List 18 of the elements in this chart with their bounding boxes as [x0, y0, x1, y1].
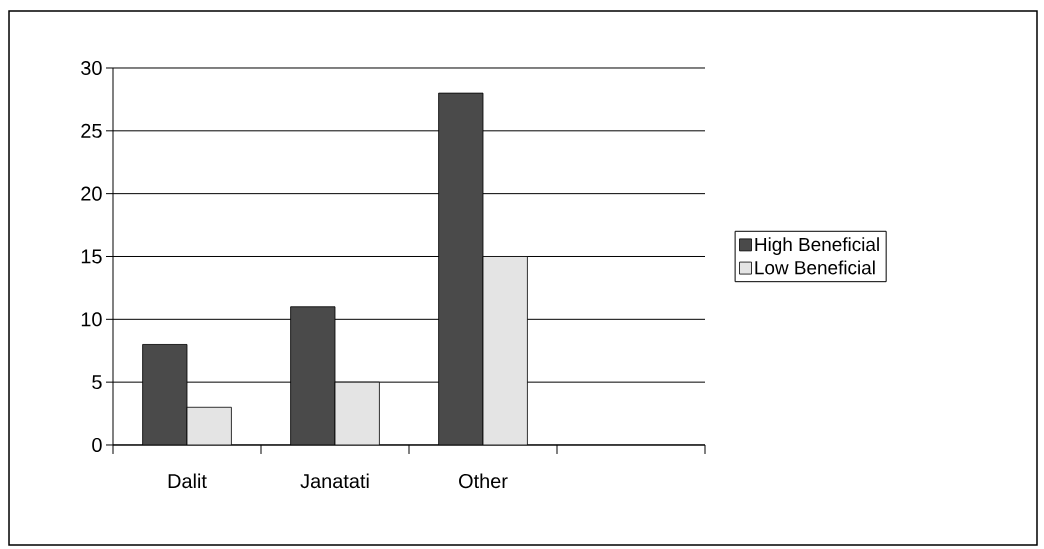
bar	[482, 256, 528, 445]
bar	[142, 344, 188, 445]
y-tick-label: 5	[92, 375, 102, 390]
x-tick-label: Janatati	[300, 473, 369, 489]
y-tick-label: 20	[81, 186, 102, 201]
y-tick-label: 15	[81, 249, 102, 264]
x-tick-label: Other	[459, 473, 508, 489]
bar	[438, 92, 484, 445]
y-tick-label: 0	[92, 437, 102, 453]
bar	[334, 381, 380, 445]
x-tick-label: Dalit	[168, 473, 207, 489]
bar	[186, 406, 232, 445]
bar	[290, 306, 336, 445]
legend-label: Low Beneficial	[755, 260, 875, 275]
y-tick-label: 25	[81, 123, 102, 138]
legend-label: High Beneficial	[755, 237, 879, 255]
y-tick-label: 30	[81, 60, 102, 76]
y-tick-label: 10	[81, 312, 102, 327]
